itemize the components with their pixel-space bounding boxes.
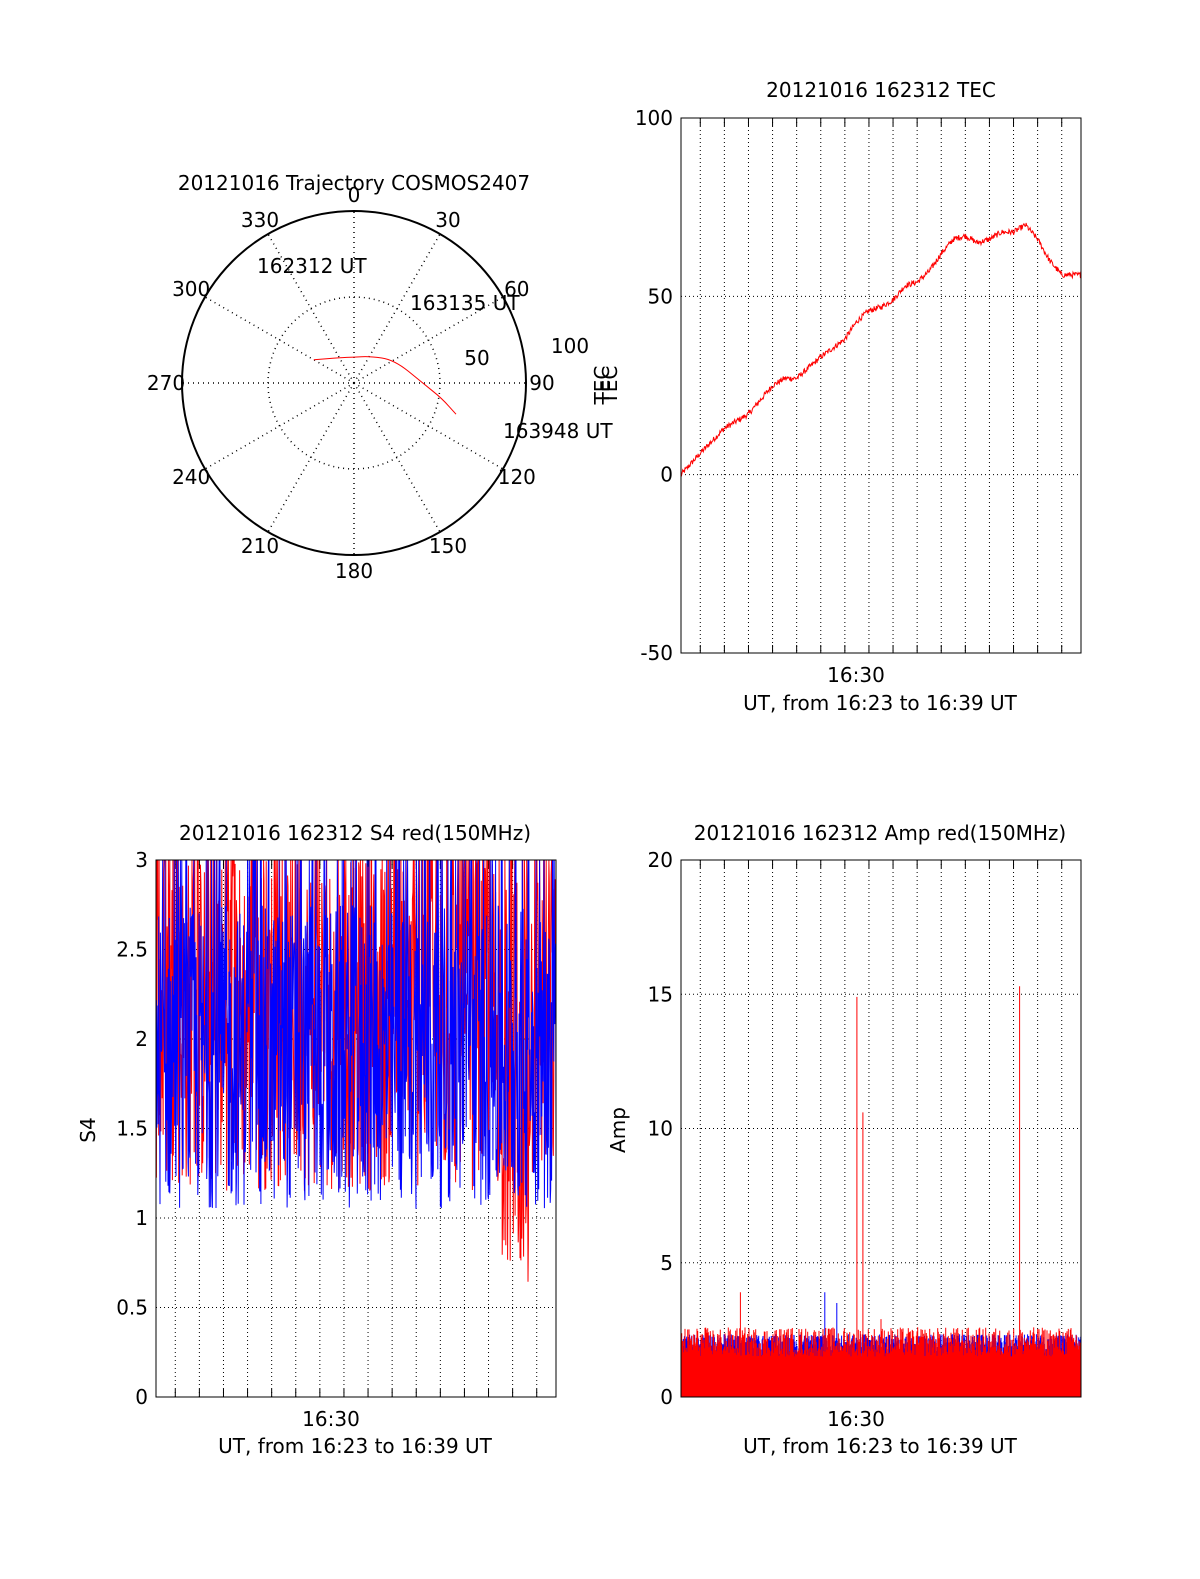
polar-angle-label: 120 (498, 465, 536, 489)
polar-angle-labels: 0 30 60 90 120 150 180 210 240 270 300 330 (147, 183, 555, 583)
s4-title: 20121016 162312 S4 red(150MHz) (179, 821, 531, 845)
s4-x-tick-label: 16:30 (302, 1407, 360, 1431)
tec-y-tick-label: 100 (635, 106, 673, 130)
polar-spoke (353, 382, 504, 470)
amp-y-tick-label: 0 (660, 1385, 673, 1409)
tec-y-tick-label: 50 (648, 284, 673, 308)
s4-y-tick-label: 2 (135, 1027, 148, 1051)
polar-radial-axis-label: TEC (598, 366, 622, 406)
s4-y-tick-label: 3 (135, 848, 148, 872)
tec-x-tick-label: 16:30 (827, 663, 885, 687)
s4-y-tick-label: 0 (135, 1385, 148, 1409)
s4-chart: 20121016 162312 S4 red(150MHz) 3 2.5 2 1.5 1… (76, 821, 557, 1458)
tec-ylabel: TEC (590, 366, 614, 406)
tec-series-line (680, 222, 1082, 477)
amp-chart: 20121016 162312 Amp red(150MHz) 20 15 10 5 0… (606, 821, 1082, 1458)
amp-frame (680, 859, 1082, 1398)
polar-title: 20121016 Trajectory COSMOS2407 (178, 171, 530, 195)
polar-spoke (204, 296, 355, 384)
polar-angle-label: 270 (147, 371, 185, 395)
polar-trajectory-chart: 20121016 Trajectory COSMOS2407 0 30 60 90 12… (147, 171, 622, 583)
polar-trajectory-line (313, 356, 457, 415)
polar-angle-label: 330 (241, 208, 279, 232)
amp-y-tick-label: 5 (660, 1251, 673, 1275)
polar-outer-circle (181, 210, 527, 556)
tec-frame (680, 117, 1082, 654)
tec-y-tick-label: 0 (660, 463, 673, 487)
polar-angle-label: 180 (335, 559, 373, 583)
amp-red-series-line (680, 986, 1082, 1397)
amp-y-tick-label: 20 (648, 848, 673, 872)
polar-spoke (267, 382, 355, 533)
polar-angle-label: 90 (529, 371, 554, 395)
polar-annotation-mid: 163135 UT (410, 291, 520, 315)
polar-annotation-start: 162312 UT (257, 254, 367, 278)
polar-angle-label: 240 (172, 465, 210, 489)
polar-radial-label-50: 50 (464, 346, 489, 370)
amp-ylabel: Amp (606, 1107, 630, 1153)
s4-y-tick-label: 2.5 (116, 938, 148, 962)
polar-angle-label: 150 (429, 534, 467, 558)
polar-angle-label: 60 (504, 277, 529, 301)
s4-frame (155, 859, 557, 1398)
s4-y-tick-labels: 3 2.5 2 1.5 1 0.5 0 (116, 848, 148, 1409)
s4-y-tick-label: 1 (135, 1206, 148, 1230)
tec-y-tick-label: -50 (640, 641, 673, 665)
s4-xlabel: UT, from 16:23 to 16:39 UT (218, 1434, 493, 1458)
polar-spoke (353, 233, 441, 384)
amp-xlabel: UT, from 16:23 to 16:39 UT (743, 1434, 1018, 1458)
tec-y-tick-labels: 100 50 0 -50 (635, 106, 673, 665)
polar-annotation-end: 163948 UT (503, 419, 613, 443)
polar-angle-label: 30 (435, 208, 460, 232)
tec-grid (681, 118, 1081, 653)
polar-radial-label-100: 100 (551, 334, 589, 358)
polar-angle-label: 210 (241, 534, 279, 558)
polar-spoke (353, 296, 504, 384)
amp-y-tick-labels: 20 15 10 5 0 (648, 848, 673, 1409)
polar-spoke (353, 382, 441, 533)
polar-spoke (267, 233, 355, 384)
s4-ylabel: S4 (76, 1117, 100, 1142)
s4-y-tick-label: 1.5 (116, 1117, 148, 1141)
tec-xlabel: UT, from 16:23 to 16:39 UT (743, 691, 1018, 715)
tec-title: 20121016 162312 TEC (766, 78, 996, 102)
polar-angle-label: 300 (172, 277, 210, 301)
amp-y-tick-label: 10 (648, 1117, 673, 1141)
polar-spoke (204, 382, 355, 470)
amp-x-tick-label: 16:30 (827, 1407, 885, 1431)
s4-y-tick-label: 0.5 (116, 1296, 148, 1320)
polar-grid (181, 210, 527, 556)
amp-title: 20121016 162312 Amp red(150MHz) (694, 821, 1066, 845)
polar-angle-label: 0 (348, 183, 361, 207)
amp-grid (681, 860, 1081, 1397)
amp-y-tick-label: 15 (648, 982, 673, 1006)
